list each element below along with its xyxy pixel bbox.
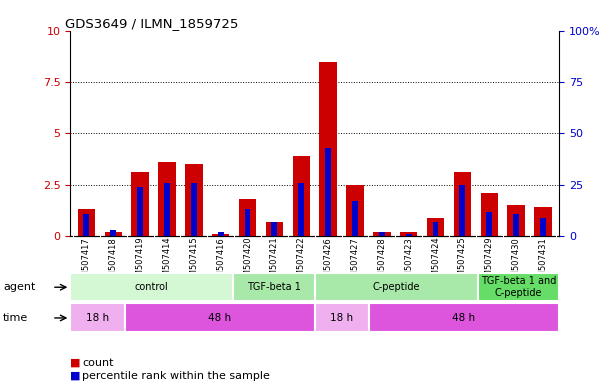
Bar bbox=[125, 303, 315, 332]
Bar bbox=[110, 230, 116, 236]
Bar bbox=[185, 164, 202, 236]
Text: percentile rank within the sample: percentile rank within the sample bbox=[82, 371, 270, 381]
Text: GSM507421: GSM507421 bbox=[270, 237, 279, 288]
Text: C-peptide: C-peptide bbox=[372, 282, 420, 292]
Text: ■: ■ bbox=[70, 371, 81, 381]
Text: TGF-beta 1 and
C-peptide: TGF-beta 1 and C-peptide bbox=[481, 276, 556, 298]
Bar bbox=[212, 234, 229, 236]
Text: 48 h: 48 h bbox=[453, 313, 475, 323]
Text: control: control bbox=[135, 282, 169, 292]
Bar bbox=[400, 232, 417, 236]
Bar bbox=[164, 183, 170, 236]
Bar bbox=[137, 187, 143, 236]
Bar bbox=[346, 185, 364, 236]
Bar bbox=[70, 303, 125, 332]
Text: GSM507420: GSM507420 bbox=[243, 237, 252, 288]
Text: agent: agent bbox=[3, 282, 35, 292]
Bar bbox=[293, 156, 310, 236]
Bar bbox=[433, 222, 439, 236]
Bar bbox=[427, 218, 444, 236]
Text: GSM507427: GSM507427 bbox=[351, 237, 359, 288]
Bar bbox=[320, 61, 337, 236]
Bar bbox=[244, 209, 251, 236]
Text: GSM507416: GSM507416 bbox=[216, 237, 225, 288]
Text: GSM507419: GSM507419 bbox=[136, 237, 145, 288]
Text: ■: ■ bbox=[70, 358, 81, 368]
Bar bbox=[507, 205, 525, 236]
Bar bbox=[379, 232, 385, 236]
Bar bbox=[315, 273, 478, 301]
Bar bbox=[534, 207, 552, 236]
Text: GSM507418: GSM507418 bbox=[109, 237, 118, 288]
Bar bbox=[70, 273, 233, 301]
Bar bbox=[486, 212, 492, 236]
Text: count: count bbox=[82, 358, 114, 368]
Bar bbox=[218, 232, 224, 236]
Bar bbox=[325, 148, 331, 236]
Text: time: time bbox=[3, 313, 28, 323]
Bar bbox=[271, 222, 277, 236]
Bar bbox=[233, 273, 315, 301]
Text: GSM507423: GSM507423 bbox=[404, 237, 413, 288]
Text: GSM507414: GSM507414 bbox=[163, 237, 172, 288]
Text: GSM507425: GSM507425 bbox=[458, 237, 467, 288]
Text: GSM507428: GSM507428 bbox=[378, 237, 386, 288]
Bar bbox=[453, 172, 471, 236]
Text: GSM507417: GSM507417 bbox=[82, 237, 91, 288]
Text: 18 h: 18 h bbox=[331, 313, 353, 323]
Bar bbox=[352, 201, 358, 236]
Text: GSM507422: GSM507422 bbox=[297, 237, 306, 288]
Bar bbox=[315, 303, 369, 332]
Bar bbox=[540, 218, 546, 236]
Text: 18 h: 18 h bbox=[86, 313, 109, 323]
Bar bbox=[513, 214, 519, 236]
Bar bbox=[158, 162, 176, 236]
Text: GSM507430: GSM507430 bbox=[511, 237, 521, 288]
Bar bbox=[104, 232, 122, 236]
Bar bbox=[373, 232, 390, 236]
Bar bbox=[298, 183, 304, 236]
Text: GSM507424: GSM507424 bbox=[431, 237, 440, 288]
Bar bbox=[406, 234, 412, 236]
Text: GSM507429: GSM507429 bbox=[485, 237, 494, 288]
Bar bbox=[84, 214, 89, 236]
Bar bbox=[191, 183, 197, 236]
Text: GSM507431: GSM507431 bbox=[538, 237, 547, 288]
Text: TGF-beta 1: TGF-beta 1 bbox=[247, 282, 301, 292]
Text: GDS3649 / ILMN_1859725: GDS3649 / ILMN_1859725 bbox=[65, 17, 239, 30]
Bar bbox=[459, 185, 466, 236]
Bar bbox=[239, 199, 256, 236]
Bar bbox=[480, 193, 498, 236]
Bar bbox=[266, 222, 283, 236]
Bar bbox=[369, 303, 559, 332]
Bar bbox=[78, 209, 95, 236]
Bar bbox=[131, 172, 149, 236]
Bar bbox=[478, 273, 559, 301]
Text: GSM507415: GSM507415 bbox=[189, 237, 199, 288]
Text: 48 h: 48 h bbox=[208, 313, 231, 323]
Text: GSM507426: GSM507426 bbox=[324, 237, 332, 288]
